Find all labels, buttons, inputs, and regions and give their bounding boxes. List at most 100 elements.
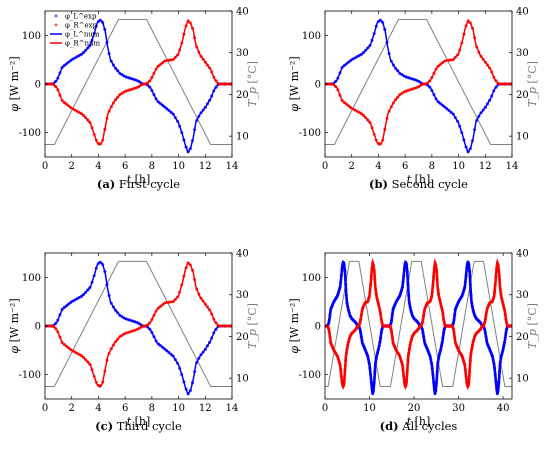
data-point — [489, 350, 493, 355]
data-point — [404, 75, 408, 79]
data-point — [477, 114, 481, 118]
data-point — [397, 294, 402, 299]
data-point — [421, 330, 425, 335]
data-point — [460, 131, 464, 135]
data-point — [455, 53, 460, 57]
data-point — [229, 324, 232, 328]
x-axis-label: t [h] — [407, 415, 431, 428]
data-point — [105, 282, 109, 286]
data-point — [359, 335, 363, 339]
data-point — [120, 73, 124, 77]
data-point — [218, 82, 222, 86]
data-point — [479, 111, 483, 115]
plot-area — [325, 18, 512, 154]
data-point — [399, 360, 404, 364]
data-point — [180, 131, 184, 135]
data-point — [135, 327, 139, 332]
data-point — [401, 280, 405, 284]
data-point — [345, 347, 349, 351]
data-point — [195, 118, 199, 123]
data-point — [370, 387, 374, 391]
data-point — [96, 19, 101, 24]
data-point — [197, 50, 201, 54]
axes-frame — [324, 10, 513, 158]
data-point — [470, 347, 474, 351]
data-point — [353, 108, 357, 112]
data-point — [385, 40, 389, 44]
data-point — [462, 138, 466, 142]
data-point — [466, 150, 470, 154]
data-point — [347, 337, 351, 341]
data-point — [462, 32, 466, 36]
data-point — [326, 324, 330, 329]
data-point — [438, 350, 442, 354]
data-point — [481, 57, 485, 61]
data-point — [465, 266, 469, 270]
data-point — [205, 305, 210, 309]
data-point — [73, 350, 77, 354]
data-point — [357, 323, 361, 327]
data-point — [210, 312, 214, 316]
data-point — [463, 368, 467, 372]
data-point — [339, 274, 343, 278]
data-point — [150, 317, 154, 322]
data-point — [175, 295, 180, 299]
data-point — [505, 321, 509, 325]
data-point — [335, 353, 339, 358]
data-point — [449, 110, 453, 114]
data-point — [348, 313, 352, 317]
series-markers-phi-l-exp — [45, 18, 232, 154]
data-point — [210, 336, 214, 340]
data-point — [137, 326, 141, 331]
data-point — [498, 360, 502, 365]
data-point — [372, 268, 376, 272]
data-point — [409, 340, 413, 344]
data-point — [88, 362, 92, 366]
data-point — [483, 60, 487, 64]
data-point — [190, 381, 195, 385]
data-point — [394, 300, 398, 305]
data-point — [411, 333, 415, 337]
data-point — [71, 349, 75, 353]
data-point — [492, 75, 496, 79]
data-point — [346, 343, 350, 347]
data-point — [369, 274, 373, 278]
data-point — [346, 305, 350, 309]
data-point — [156, 342, 160, 346]
data-point — [328, 335, 332, 339]
data-point — [453, 55, 457, 59]
data-point — [438, 299, 442, 303]
data-point — [354, 326, 358, 331]
data-point — [109, 301, 113, 305]
data-point — [487, 66, 492, 70]
data-point — [423, 342, 427, 346]
data-point — [98, 384, 103, 388]
data-point — [103, 269, 107, 274]
data-point — [344, 62, 348, 66]
data-point — [429, 297, 433, 301]
data-point — [47, 324, 51, 328]
data-point — [396, 95, 400, 99]
data-point — [430, 290, 434, 294]
data-point — [391, 308, 395, 312]
data-point — [383, 127, 387, 131]
data-point — [141, 324, 145, 328]
data-point — [497, 268, 501, 272]
data-point — [402, 90, 406, 94]
data-point — [358, 321, 362, 325]
data-point — [201, 57, 205, 61]
data-point — [94, 24, 98, 28]
data-point — [73, 108, 77, 112]
data-point — [90, 126, 94, 130]
data-point — [376, 142, 381, 146]
data-point — [366, 46, 370, 50]
data-point — [165, 107, 169, 111]
data-point — [397, 353, 402, 358]
data-point — [69, 347, 73, 352]
data-point — [199, 353, 203, 357]
data-point — [481, 108, 485, 112]
data-point — [126, 76, 130, 80]
y2-tick-label: 20 — [236, 90, 249, 101]
data-point — [492, 290, 497, 294]
data-point — [447, 58, 451, 62]
